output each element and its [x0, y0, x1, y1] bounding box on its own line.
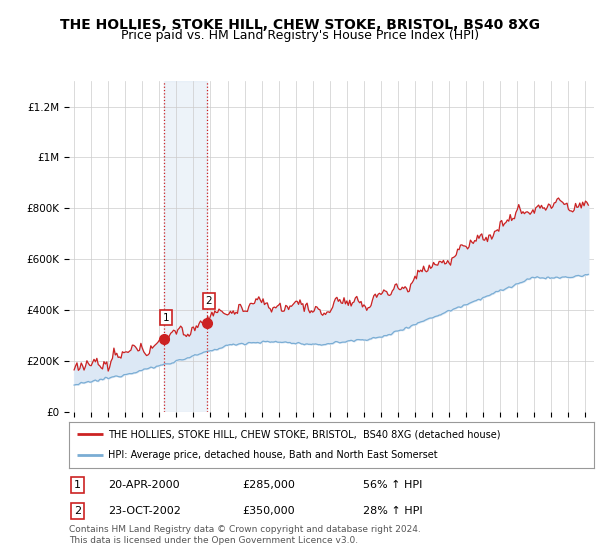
Text: 56% ↑ HPI: 56% ↑ HPI	[363, 480, 422, 490]
Text: 1: 1	[74, 480, 81, 490]
Text: Contains HM Land Registry data © Crown copyright and database right 2024.
This d: Contains HM Land Registry data © Crown c…	[69, 525, 421, 545]
Text: Price paid vs. HM Land Registry's House Price Index (HPI): Price paid vs. HM Land Registry's House …	[121, 29, 479, 42]
Text: 1: 1	[163, 312, 169, 323]
Text: HPI: Average price, detached house, Bath and North East Somerset: HPI: Average price, detached house, Bath…	[109, 450, 438, 460]
Text: 20-APR-2000: 20-APR-2000	[109, 480, 180, 490]
Text: 23-OCT-2002: 23-OCT-2002	[109, 506, 181, 516]
Text: £285,000: £285,000	[242, 480, 295, 490]
Text: 2: 2	[205, 296, 212, 306]
Text: THE HOLLIES, STOKE HILL, CHEW STOKE, BRISTOL, BS40 8XG: THE HOLLIES, STOKE HILL, CHEW STOKE, BRI…	[60, 18, 540, 32]
Text: 2: 2	[74, 506, 82, 516]
Bar	[164, 81, 207, 412]
Text: £350,000: £350,000	[242, 506, 295, 516]
Text: THE HOLLIES, STOKE HILL, CHEW STOKE, BRISTOL,  BS40 8XG (detached house): THE HOLLIES, STOKE HILL, CHEW STOKE, BRI…	[109, 429, 501, 439]
Text: 28% ↑ HPI: 28% ↑ HPI	[363, 506, 422, 516]
